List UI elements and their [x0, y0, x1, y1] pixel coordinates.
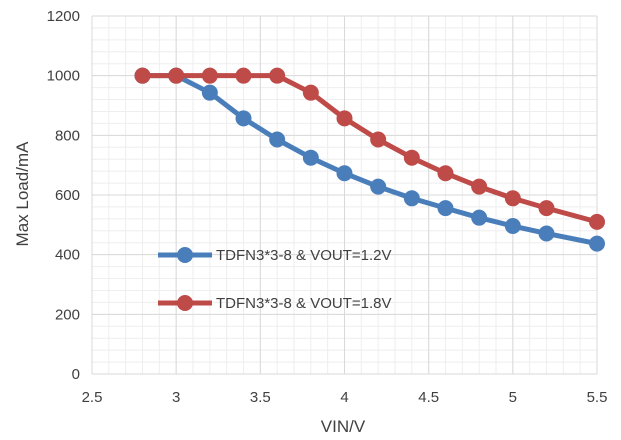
- x-tick-label: 5: [509, 389, 517, 406]
- y-tick-label: 1000: [47, 68, 80, 85]
- data-point: [269, 67, 286, 84]
- data-point: [302, 84, 319, 101]
- data-point: [403, 190, 420, 207]
- x-tick-label: 3: [172, 389, 180, 406]
- data-point: [336, 165, 353, 182]
- legend-item: TDFN3*3-8 & VOUT=1.8V: [158, 295, 391, 312]
- x-tick-label: 4.5: [418, 389, 439, 406]
- x-tick-label: 3.5: [250, 389, 271, 406]
- data-point: [437, 165, 454, 182]
- data-point: [235, 67, 252, 84]
- y-tick-label: 200: [55, 306, 80, 323]
- legend: TDFN3*3-8 & VOUT=1.2V TDFN3*3-8 & VOUT=1.…: [158, 247, 391, 312]
- data-point: [437, 200, 454, 217]
- data-point: [538, 200, 555, 217]
- y-tick-label: 600: [55, 187, 80, 204]
- data-point: [504, 218, 521, 235]
- legend-swatch-marker: [177, 247, 193, 263]
- y-axis-title: Max Load/mA: [13, 141, 32, 247]
- data-point: [302, 149, 319, 166]
- data-point: [403, 149, 420, 166]
- data-point: [471, 209, 488, 226]
- data-point: [336, 110, 353, 127]
- y-tick-label: 0: [72, 366, 80, 383]
- legend-label: TDFN3*3-8 & VOUT=1.2V: [216, 247, 391, 264]
- data-point: [589, 213, 605, 230]
- series-2: [134, 67, 605, 230]
- legend-label: TDFN3*3-8 & VOUT=1.8V: [216, 295, 391, 312]
- data-point: [168, 67, 185, 84]
- x-tick-label: 2.5: [82, 389, 103, 406]
- x-axis-title: VIN/V: [321, 417, 366, 436]
- data-point: [370, 131, 387, 148]
- series-1: [134, 67, 605, 252]
- legend-swatch-marker: [177, 295, 193, 311]
- series-layer: [134, 67, 605, 252]
- x-tick-label: 4: [340, 389, 348, 406]
- x-tick-label: 5.5: [587, 389, 608, 406]
- data-point: [134, 67, 151, 84]
- x-axis-ticks: 2.5 3 3.5 4 4.5 5 5.5: [82, 389, 608, 406]
- y-axis-ticks: 0 200 400 600 800 1000 1200: [47, 8, 80, 383]
- data-point: [589, 235, 605, 252]
- y-tick-label: 400: [55, 247, 80, 264]
- major-grid: [91, 15, 598, 375]
- data-point: [504, 190, 521, 207]
- data-point: [235, 110, 252, 127]
- y-tick-label: 800: [55, 127, 80, 144]
- data-point: [201, 67, 218, 84]
- data-point: [471, 178, 488, 195]
- data-point: [538, 225, 555, 242]
- y-tick-label: 1200: [47, 8, 80, 25]
- data-point: [370, 178, 387, 195]
- legend-item: TDFN3*3-8 & VOUT=1.2V: [158, 247, 391, 264]
- data-point: [269, 131, 286, 148]
- data-point: [201, 84, 218, 101]
